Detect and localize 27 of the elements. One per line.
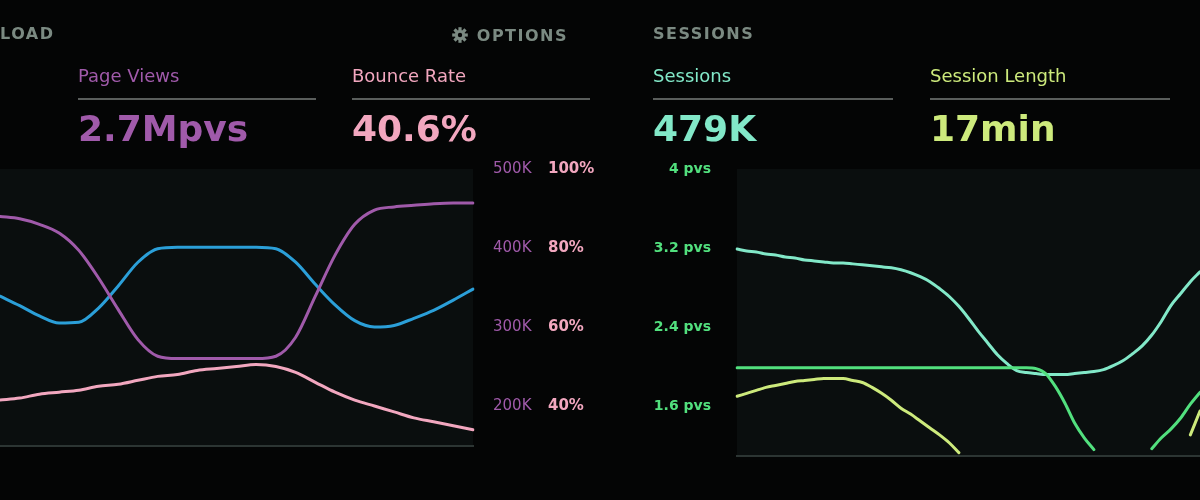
text: 17min — [930, 108, 1056, 149]
y2-tick-label: 60% — [548, 316, 584, 335]
text: 40.6% — [352, 108, 477, 149]
text: 2.7Mpvs — [78, 108, 249, 149]
text: 479K — [653, 108, 757, 149]
y-tick-label: 1.6 pvs — [653, 396, 711, 413]
y2-tick-label: 80% — [548, 237, 584, 256]
text: Session Length — [930, 65, 1067, 86]
y-tick-label: 3.2 pvs — [653, 238, 711, 255]
line-series — [0, 245, 475, 329]
line-series — [0, 201, 475, 361]
y-tick-label: 200K — [493, 395, 533, 414]
y2-tick-label: 100% — [548, 158, 595, 177]
text: Page Views — [78, 65, 180, 86]
text: OPTIONS — [476, 25, 568, 45]
y-tick-label: 500K — [493, 158, 533, 177]
text: Sessions — [653, 65, 732, 86]
chart-title: SESSIONS — [653, 24, 755, 44]
line-series — [0, 363, 475, 432]
y-tick-label: 4 pvs — [668, 159, 711, 176]
text: Bounce Rate — [352, 65, 467, 86]
y-tick-label: 2.4 pvs — [653, 317, 711, 334]
y2-tick-label: 40% — [548, 395, 584, 414]
y-tick-label: 400K — [493, 237, 533, 256]
y-tick-label: 300K — [493, 316, 533, 335]
chart-title: LOAD — [0, 24, 55, 44]
line-series — [735, 247, 1200, 377]
